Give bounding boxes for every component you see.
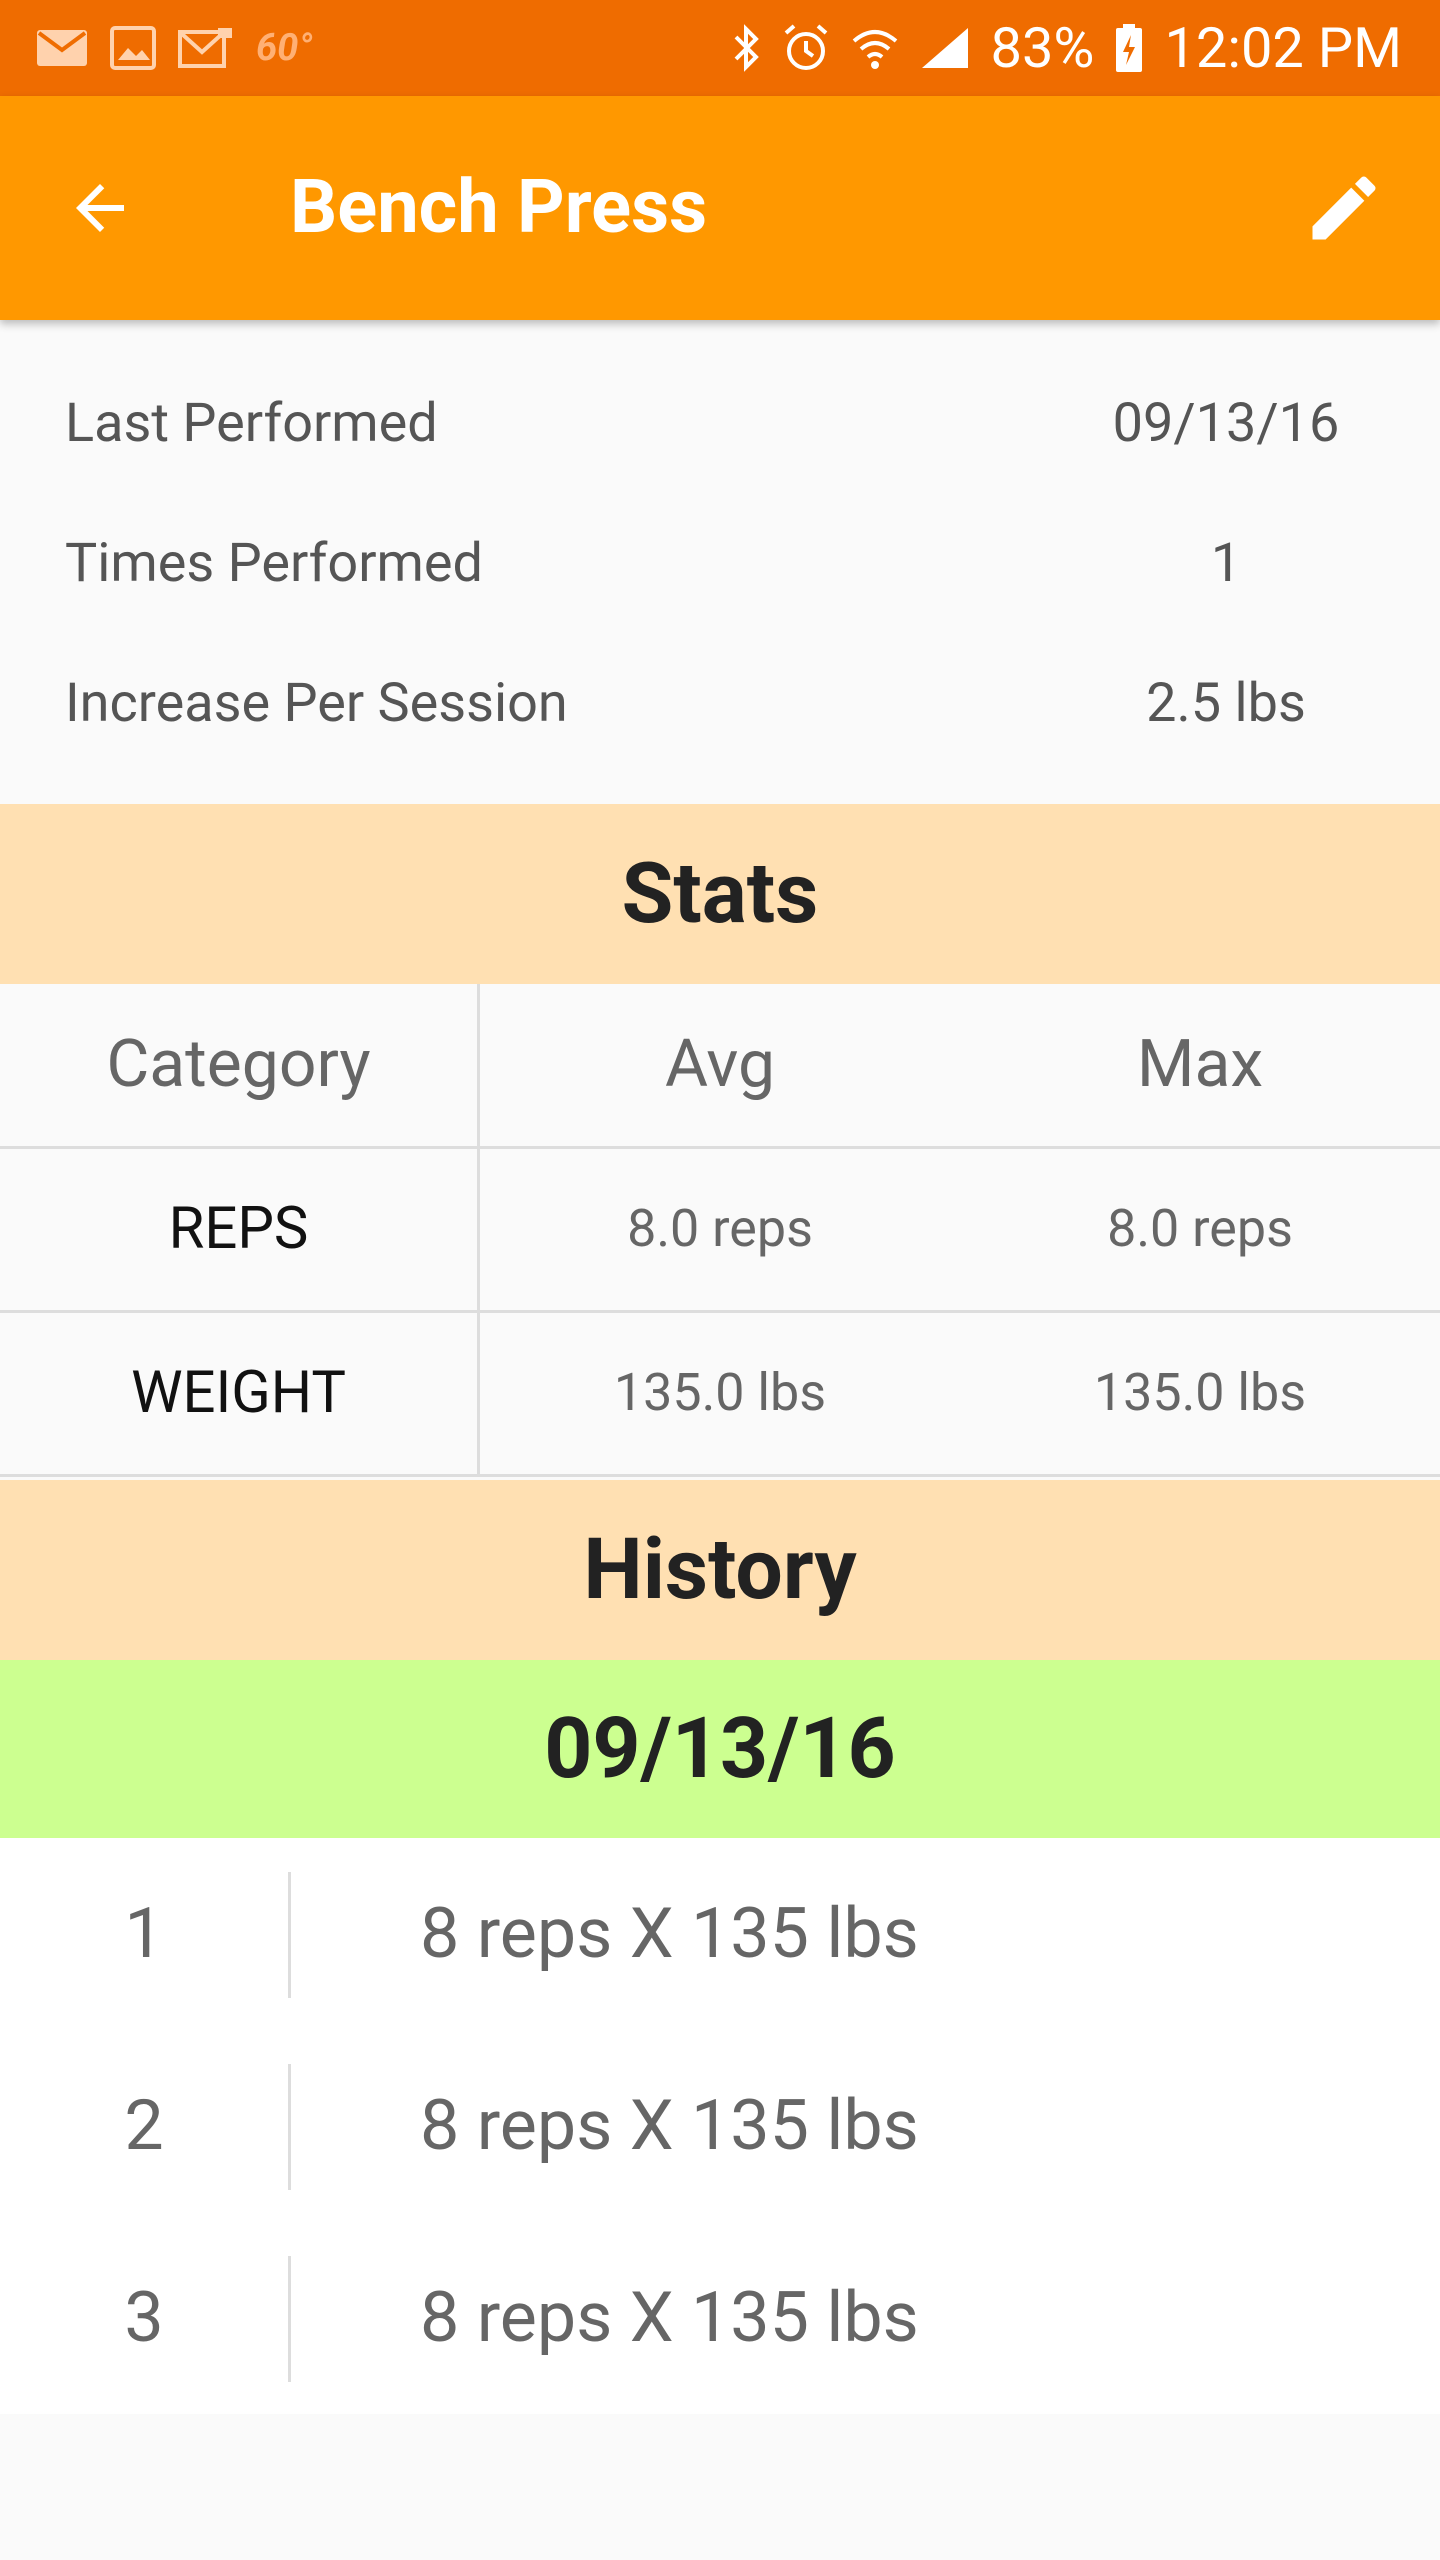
status-bar: 60° 83% 12:02 PM (0, 0, 1440, 96)
avg-cell: 8.0 reps (627, 1198, 813, 1259)
set-number: 1 (124, 1893, 164, 1975)
max-cell: 8.0 reps (1107, 1198, 1293, 1259)
max-cell: 135.0 lbs (1093, 1362, 1307, 1423)
signal-icon (922, 28, 969, 68)
info-label: Increase Per Session (65, 672, 568, 735)
stats-header: Stats (0, 804, 1440, 984)
info-row-increase-per-session: Increase Per Session 2.5 lbs (0, 634, 1440, 774)
status-left: 60° (36, 0, 313, 96)
divider (288, 1872, 291, 1998)
info-label: Last Performed (65, 392, 438, 455)
history-date-header[interactable]: 09/13/16 (0, 1660, 1440, 1838)
set-detail: 8 reps X 135 lbs (420, 2085, 919, 2167)
info-label: Times Performed (65, 532, 483, 595)
gmail-icon (178, 28, 232, 68)
list-item[interactable]: 3 8 reps X 135 lbs (0, 2222, 1440, 2414)
set-detail: 8 reps X 135 lbs (420, 2277, 919, 2359)
column-header-category: Category (0, 984, 480, 1146)
info-value: 1 (1210, 532, 1242, 595)
app-bar: Bench Press (0, 96, 1440, 320)
info-value: 09/13/16 (1112, 392, 1340, 455)
category-cell: REPS (0, 1148, 480, 1310)
mail-icon (37, 30, 87, 66)
page-title: Bench Press (290, 164, 708, 251)
back-button[interactable] (40, 148, 160, 268)
sets-list: 1 8 reps X 135 lbs 2 8 reps X 135 lbs 3 … (0, 1838, 1440, 2414)
arrow-back-icon (76, 184, 124, 232)
info-row-times-performed: Times Performed 1 (0, 494, 1440, 634)
column-header-avg: Avg (664, 1026, 776, 1103)
set-detail: 8 reps X 135 lbs (420, 1893, 919, 1975)
battery-percent: 83% (990, 15, 1095, 81)
gallery-icon (110, 26, 156, 70)
pencil-icon (1312, 176, 1376, 240)
divider (288, 2064, 291, 2190)
list-item[interactable]: 2 8 reps X 135 lbs (0, 2030, 1440, 2222)
exercise-info: Last Performed 09/13/16 Times Performed … (0, 320, 1440, 804)
wifi-icon (853, 30, 898, 69)
stats-table: Category Avg Max REPS 8.0 reps 8.0 reps … (0, 984, 1440, 1477)
table-row: REPS 8.0 reps 8.0 reps (0, 1148, 1440, 1313)
battery-icon (1116, 24, 1143, 72)
category-cell: WEIGHT (0, 1312, 480, 1474)
edit-button[interactable] (1284, 148, 1404, 268)
avg-cell: 135.0 lbs (613, 1362, 827, 1423)
alarm-icon (785, 24, 828, 70)
table-row: WEIGHT 135.0 lbs 135.0 lbs (0, 1312, 1440, 1477)
column-header-max: Max (1136, 1026, 1264, 1103)
info-value: 2.5 lbs (1146, 672, 1306, 735)
info-row-last-performed: Last Performed 09/13/16 (0, 354, 1440, 494)
bluetooth-icon (735, 24, 760, 72)
set-number: 2 (124, 2085, 164, 2167)
list-item[interactable]: 1 8 reps X 135 lbs (0, 1838, 1440, 2030)
clock: 12:02 PM (1164, 15, 1402, 81)
status-right: 83% 12:02 PM (732, 0, 1402, 96)
set-number: 3 (124, 2277, 164, 2359)
stats-header-row: Category Avg Max (0, 984, 1440, 1149)
temperature-text: 60° (256, 26, 313, 70)
divider (288, 2256, 291, 2382)
history-header: History (0, 1480, 1440, 1660)
